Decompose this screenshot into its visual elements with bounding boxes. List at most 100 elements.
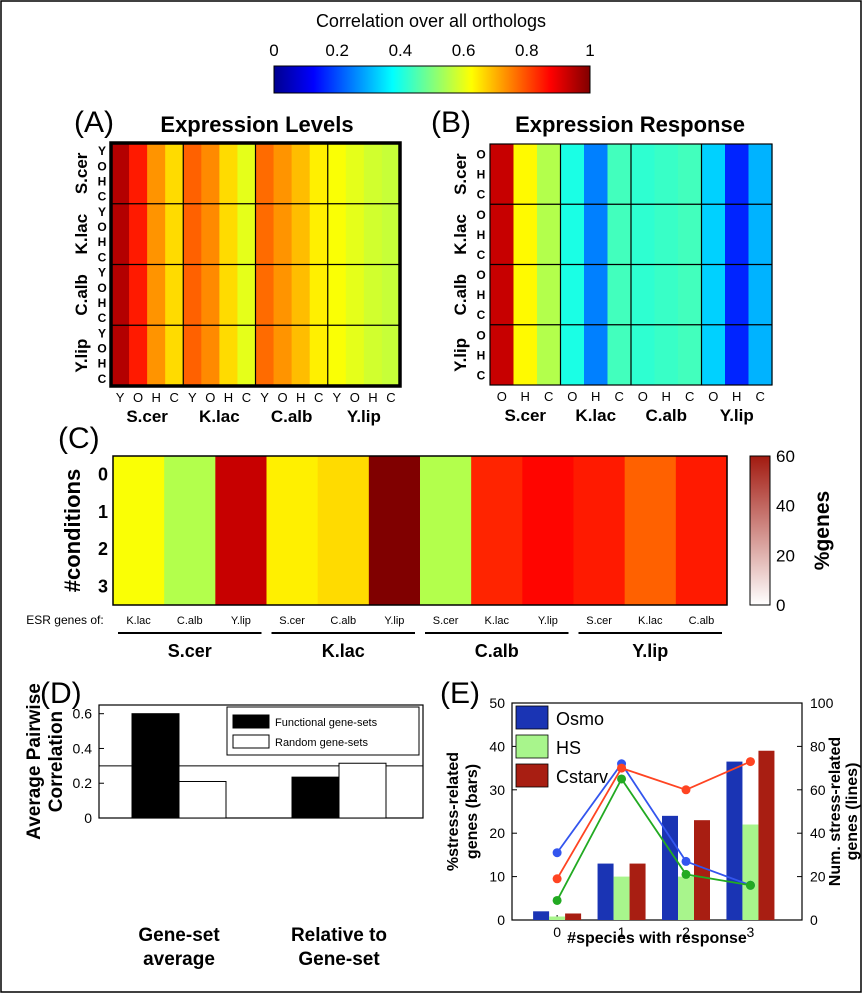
y-condition-label: H [477,288,486,302]
x-condition-label: C [242,390,251,405]
y-species-label: S.cer [451,153,470,195]
x-condition-label: H [521,389,530,404]
y-condition-label: H [98,357,107,371]
y-tick-label: 0.6 [73,706,93,722]
heatmap-column-c-alb-k-lac [471,456,523,605]
point-hs-3 [745,880,755,890]
x-condition-label: C [314,390,323,405]
y-condition-label: C [477,368,486,382]
y-condition-label: Y [98,205,106,219]
legend-swatch-functional-gene-sets [232,714,270,729]
x-condition-label: Y [188,390,197,405]
percent-colorbar-tick: 20 [776,546,795,565]
percent-colorbar [749,455,771,606]
y-tick-label: 1 [98,502,108,522]
x-condition-label: Y [260,390,269,405]
x-condition-label: O [638,389,648,404]
x-condition-label: O [133,390,143,405]
x-condition-label: H [224,390,233,405]
panel-e: (E) 0 10 20 30 40 50 0 20 40 60 80 100 0 1 2 3 Osmo HS Csta… [440,677,861,947]
x-species-label: K.lac [199,407,240,426]
y-species-label: C.alb [451,274,470,316]
legend-label-cstarv: Cstarv [556,767,608,787]
legend-label-functional-gene-sets: Functional gene-sets [275,717,378,729]
y2-axis-label: genes (lines) [844,763,861,861]
x-condition-label: H [732,389,741,404]
colorbar-gradient [273,65,591,94]
y-axis-label: %stress-related [445,752,462,871]
column-label: C.alb [177,615,203,627]
colorbar-tick-label: 0.2 [325,41,349,60]
bar-functional-gene-sets-gene-set-average [131,713,180,819]
bar-osmo-2 [662,815,678,920]
column-label: Y.lip [538,615,558,627]
point-osmo-2 [681,856,691,866]
y2-tick-label: 20 [810,869,826,885]
y-condition-label: Y [98,144,106,158]
bar-random-gene-sets-relative-to-gene-set [338,762,387,819]
y-tick-label: 30 [489,782,505,798]
percent-colorbar-tick: 40 [776,497,795,516]
x-condition-label: C [170,390,179,405]
y-condition-label: H [98,174,107,188]
colorbar-tick-label: 0 [269,41,278,60]
y2-tick-label: 100 [810,695,834,711]
y-tick-label: 0.4 [73,740,93,756]
x-condition-label: C [756,389,765,404]
point-hs-0 [552,895,562,905]
bar-cstarv-2 [694,820,710,920]
y-condition-label: O [97,342,106,356]
x-condition-label: Y [332,390,341,405]
group-label: Y.lip [632,641,668,661]
y-axis-label: Average Pairwise [24,683,45,840]
y-condition-label: H [477,168,486,182]
x-tick-label: 1 [618,924,626,940]
point-osmo-0 [552,848,562,858]
y-tick-label: 0.2 [73,775,93,791]
y-condition-label: O [476,328,485,342]
legend-swatch-osmo [515,705,549,730]
bar-hs-0 [549,916,566,920]
point-cstarv-3 [745,757,755,767]
y-condition-label: O [476,148,485,162]
point-cstarv-2 [681,785,691,795]
x-category-label: Gene-set [138,925,220,946]
x-condition-label: H [296,390,305,405]
y-condition-label: C [98,190,107,204]
y-species-label: C.alb [72,274,91,316]
y-condition-label: C [477,188,486,202]
x-species-label: Y.lip [347,407,381,426]
y-tick-label: 2 [98,539,108,559]
panel-label: (E) [440,677,480,710]
panel-title: Expression Response [515,112,745,137]
legend-label-osmo: Osmo [556,709,604,729]
column-label: C.alb [689,615,715,627]
heatmap-column-k-lac-c-alb [317,456,370,605]
x-category-label: Gene-set [298,949,380,970]
y-species-label: Y.lip [451,338,470,372]
y-condition-label: C [98,372,107,386]
x-condition-label: O [278,390,288,405]
colorbar: Correlation over all orthologs 0 0.2 0.4 0.… [269,11,595,94]
panel-label: (A) [74,106,114,139]
bar-cstarv-0 [565,913,582,920]
x-species-label: S.cer [126,407,168,426]
y-condition-label: H [477,348,486,362]
y-axis-label: genes (bars) [464,764,481,859]
y-tick-label: 20 [489,825,505,841]
y-tick-label: 3 [98,576,108,596]
colorbar-title: Correlation over all orthologs [316,11,546,31]
y-condition-label: Y [98,326,106,340]
point-hs-2 [681,869,691,879]
y-axis-label: #conditions [60,469,85,592]
y-condition-label: C [477,308,486,322]
y-condition-label: H [98,235,107,249]
heatmap-column-c-alb-y-lip [522,456,575,605]
y2-axis-label: Num. stress-related [827,737,844,886]
x-condition-label: O [567,389,577,404]
y2-tick-label: 80 [810,738,826,754]
bar-random-gene-sets-gene-set-average [178,780,227,819]
y-tick-label: 0 [98,465,108,485]
